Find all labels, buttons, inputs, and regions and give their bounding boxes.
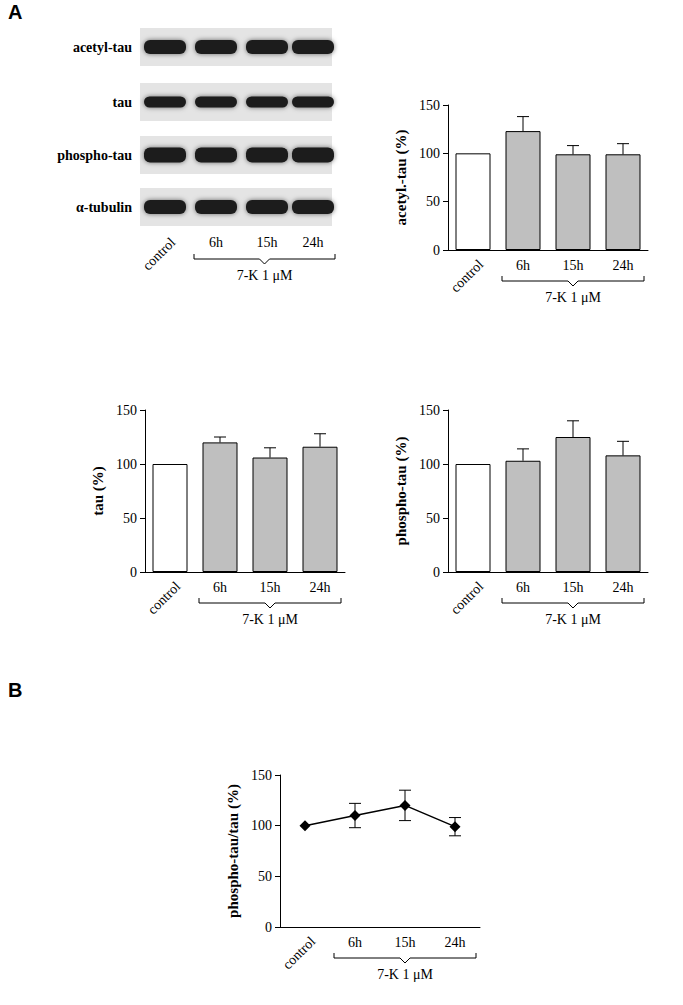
svg-text:0: 0	[433, 243, 440, 258]
svg-text:24h: 24h	[613, 580, 634, 595]
svg-text:15h: 15h	[563, 258, 584, 273]
svg-text:control: control	[145, 579, 184, 618]
svg-text:100: 100	[116, 457, 137, 472]
svg-text:B: B	[8, 679, 22, 701]
svg-text:24h: 24h	[445, 935, 466, 950]
svg-text:acetyl-tau: acetyl-tau	[73, 40, 132, 55]
svg-text:7-K 1 μM: 7-K 1 μM	[545, 612, 601, 627]
svg-text:tau: tau	[113, 95, 133, 110]
svg-text:7-K 1 μM: 7-K 1 μM	[242, 612, 298, 627]
svg-text:50: 50	[123, 511, 137, 526]
svg-text:100: 100	[419, 457, 440, 472]
svg-text:7-K 1 μM: 7-K 1 μM	[545, 290, 601, 305]
svg-text:control: control	[448, 579, 487, 618]
svg-text:0: 0	[433, 565, 440, 580]
svg-text:acetyl.-tau (%): acetyl.-tau (%)	[393, 130, 410, 226]
svg-text:A: A	[8, 1, 22, 23]
svg-text:24h: 24h	[613, 258, 634, 273]
svg-text:150: 150	[116, 403, 137, 418]
svg-text:50: 50	[258, 869, 272, 884]
svg-text:100: 100	[251, 818, 272, 833]
svg-text:6h: 6h	[516, 580, 530, 595]
svg-text:150: 150	[419, 403, 440, 418]
svg-text:phospho-tau: phospho-tau	[57, 148, 132, 163]
svg-text:24h: 24h	[303, 235, 324, 250]
svg-text:0: 0	[265, 920, 272, 935]
svg-text:6h: 6h	[516, 258, 530, 273]
svg-text:0: 0	[130, 565, 137, 580]
svg-text:15h: 15h	[257, 235, 278, 250]
svg-text:15h: 15h	[260, 580, 281, 595]
svg-text:150: 150	[251, 768, 272, 783]
svg-text:control: control	[448, 257, 487, 296]
svg-text:7-K 1 μM: 7-K 1 μM	[237, 268, 293, 283]
svg-text:15h: 15h	[563, 580, 584, 595]
svg-text:50: 50	[426, 511, 440, 526]
svg-text:7-K 1 μM: 7-K 1 μM	[377, 967, 433, 982]
svg-text:6h: 6h	[209, 235, 223, 250]
svg-text:α-tubulin: α-tubulin	[76, 200, 132, 215]
svg-text:24h: 24h	[310, 580, 331, 595]
svg-text:tau (%): tau (%)	[90, 466, 107, 516]
svg-text:6h: 6h	[213, 580, 227, 595]
svg-text:control: control	[280, 934, 319, 973]
svg-text:100: 100	[419, 146, 440, 161]
svg-text:phospho-tau (%): phospho-tau (%)	[393, 437, 410, 546]
svg-text:6h: 6h	[348, 935, 362, 950]
svg-text:control: control	[140, 235, 179, 274]
svg-text:150: 150	[419, 98, 440, 113]
svg-text:50: 50	[426, 194, 440, 209]
svg-text:phospho-tau/tau (%): phospho-tau/tau (%)	[225, 784, 242, 918]
svg-text:15h: 15h	[395, 935, 416, 950]
